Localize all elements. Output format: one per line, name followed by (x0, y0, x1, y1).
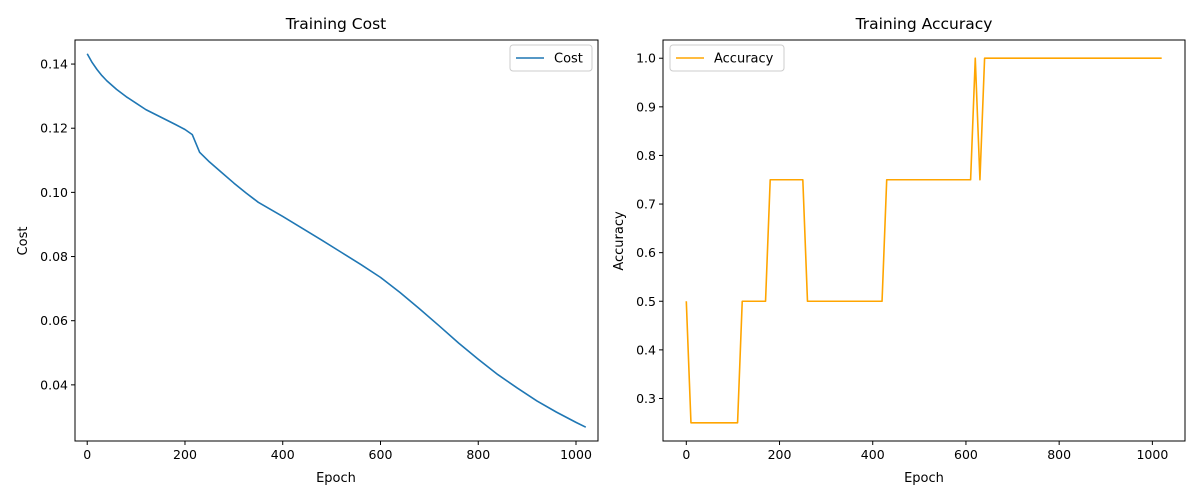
y-tick-label: 0.7 (636, 197, 656, 212)
legend-label: Cost (554, 52, 583, 67)
y-tick-label: 0.8 (636, 148, 656, 163)
axis-ticks: 0 200 400 600 800 1000 0.04 0.06 0.08 0.10 0.12 0.1… (40, 57, 592, 462)
y-tick-label: 0.6 (636, 245, 656, 260)
x-tick-label: 800 (466, 447, 490, 462)
x-tick-label: 1000 (1136, 447, 1168, 462)
plot-frame (74, 39, 599, 442)
y-tick-label: 0.3 (636, 391, 656, 406)
x-tick-label: 600 (954, 447, 978, 462)
series-line (685, 57, 1162, 424)
x-axis-label: Epoch (316, 471, 356, 486)
x-tick-label: 200 (173, 447, 197, 462)
y-tick-label: 0.14 (40, 57, 68, 72)
x-tick-label: 800 (1047, 447, 1071, 462)
y-tick-label: 0.08 (40, 249, 68, 264)
series-lines (685, 57, 1162, 424)
y-tick-label: 0.10 (40, 185, 68, 200)
legend-box (509, 44, 593, 72)
y-tick-label: 1.0 (636, 51, 656, 66)
cost-chart: Training Cost Epoch Cost 0 200 400 600 800 10… (16, 15, 599, 486)
y-tick-label: 0.12 (40, 121, 68, 136)
y-tick-label: 0.04 (40, 377, 68, 392)
y-tick-label: 0.9 (636, 99, 656, 114)
accuracy-chart: Training Accuracy Epoch Accuracy 0 200 400… (612, 15, 1186, 486)
chart-title: Training Accuracy (855, 15, 993, 33)
chart-title: Training Cost (285, 15, 387, 33)
legend: Cost (509, 44, 593, 72)
legend-label: Accuracy (714, 52, 774, 67)
x-tick-label: 0 (682, 447, 690, 462)
legend: Accuracy (669, 44, 785, 72)
x-tick-label: 0 (83, 447, 91, 462)
x-tick-label: 1000 (560, 447, 592, 462)
x-axis-label: Epoch (904, 471, 944, 486)
y-axis-label: Cost (16, 227, 31, 256)
axis-ticks: 0 200 400 600 800 1000 0.3 0.4 0.5 0.6 0.7 0.8 0.9 1.… (636, 51, 1168, 462)
x-tick-label: 600 (369, 447, 393, 462)
y-tick-label: 0.06 (40, 313, 68, 328)
plot-frame (662, 39, 1186, 442)
y-axis-label: Accuracy (612, 211, 627, 271)
series-lines (86, 53, 587, 428)
x-tick-label: 200 (768, 447, 792, 462)
y-tick-label: 0.4 (636, 342, 656, 357)
x-tick-label: 400 (861, 447, 885, 462)
series-line (86, 53, 587, 428)
y-tick-label: 0.5 (636, 294, 656, 309)
x-tick-label: 400 (271, 447, 295, 462)
legend-box (669, 44, 785, 72)
